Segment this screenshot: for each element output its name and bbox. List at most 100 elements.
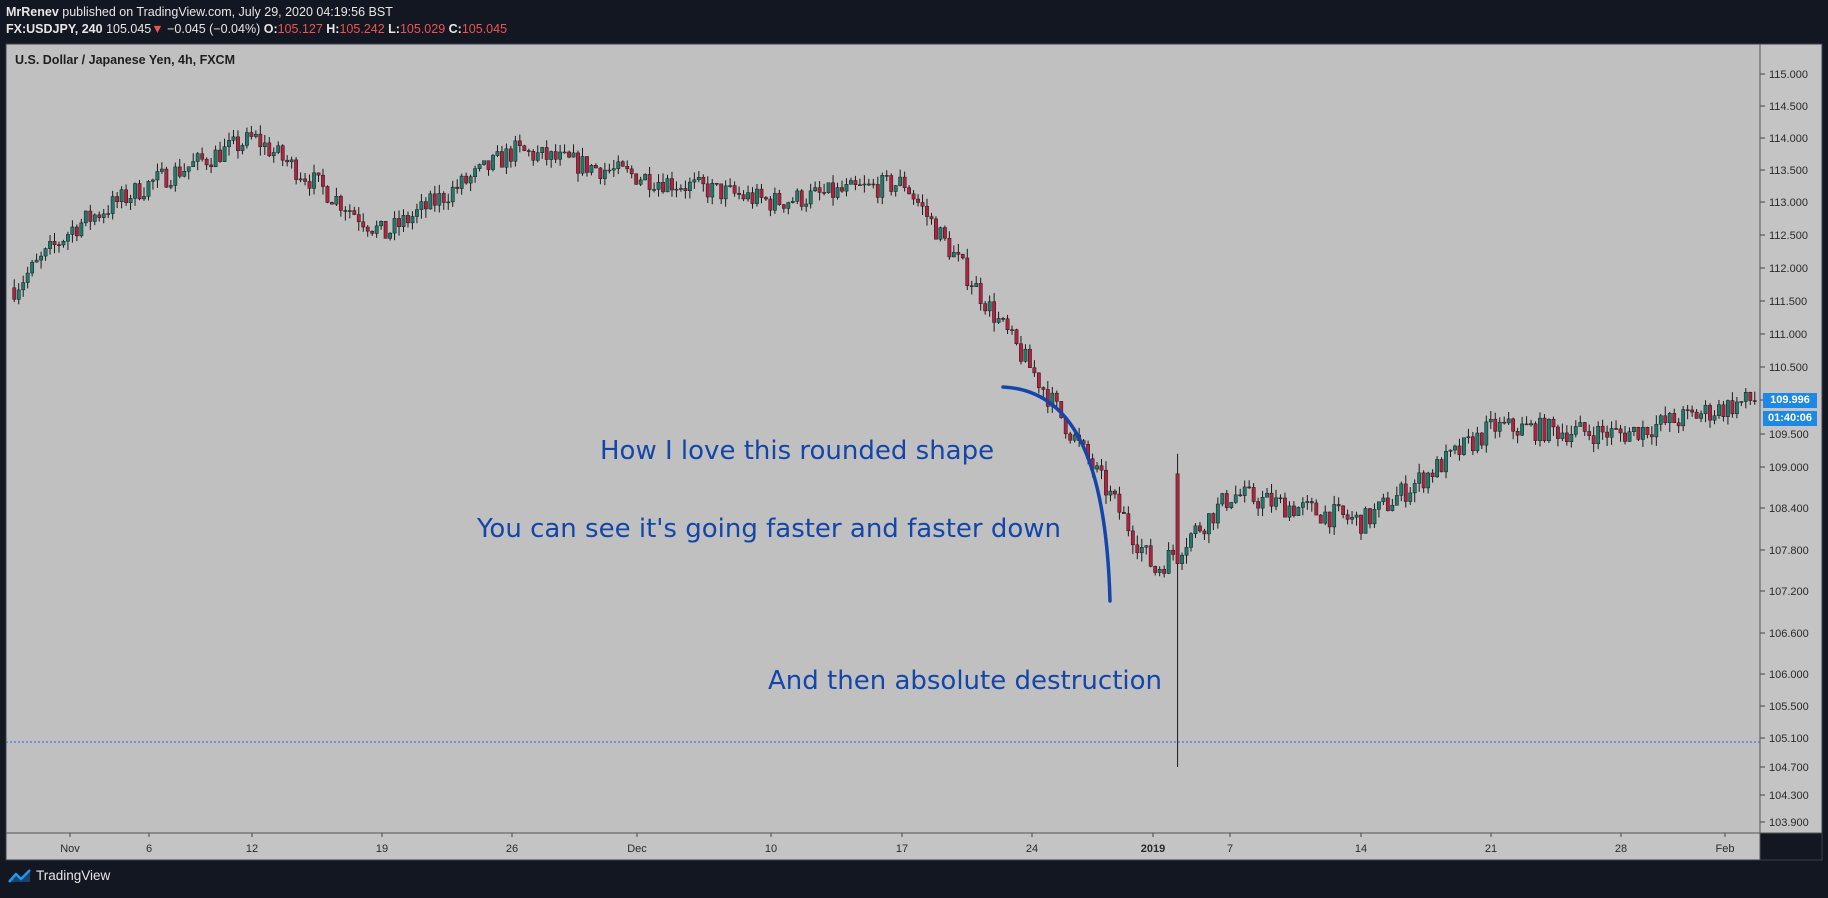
candle	[1148, 538, 1153, 568]
candle	[57, 241, 61, 253]
price-change: −0.045 (−0.04%)	[167, 22, 261, 36]
candle	[280, 144, 285, 167]
candle	[1587, 424, 1592, 441]
candle	[1708, 403, 1712, 428]
candle	[799, 189, 804, 211]
candle	[415, 203, 419, 224]
candle	[1072, 432, 1077, 443]
candle	[607, 163, 612, 174]
candle	[1287, 501, 1292, 521]
candle	[406, 211, 410, 228]
candle	[1350, 511, 1354, 525]
candle	[1511, 417, 1516, 440]
candle	[383, 220, 388, 239]
symbol-label[interactable]: FX:USDJPY, 240	[6, 22, 103, 36]
candle	[397, 210, 401, 236]
candle	[1658, 413, 1663, 432]
candle	[1520, 416, 1524, 437]
candle	[110, 190, 115, 220]
candle	[182, 163, 187, 178]
candle	[218, 141, 222, 163]
candle	[1242, 480, 1247, 503]
candle	[1296, 506, 1301, 516]
tradingview-logo-icon	[8, 868, 31, 883]
candle	[1269, 483, 1274, 513]
candle	[16, 283, 21, 305]
y-tick-label: 112.000	[1769, 263, 1808, 275]
candle	[549, 150, 554, 168]
candle	[186, 166, 191, 180]
candle	[1126, 506, 1131, 537]
candle	[670, 171, 674, 197]
candle	[759, 183, 764, 204]
candle	[849, 177, 853, 185]
candle	[652, 182, 656, 193]
candle	[902, 171, 907, 192]
candle	[526, 148, 531, 157]
candle	[1681, 406, 1686, 432]
last-price: 105.045	[106, 22, 152, 36]
candle	[1341, 505, 1346, 519]
candle	[1139, 538, 1144, 562]
x-tick-label: 19	[376, 843, 388, 855]
candle	[925, 198, 929, 226]
candle	[262, 135, 267, 155]
candle	[960, 253, 965, 260]
candle	[1694, 409, 1699, 419]
candle	[1180, 552, 1184, 571]
candle	[209, 158, 213, 174]
candle	[808, 183, 813, 209]
high-value: 105.242	[339, 22, 385, 36]
candle	[34, 253, 39, 263]
candle	[1274, 489, 1278, 511]
down-arrow-icon: ▼	[151, 22, 164, 36]
author-name[interactable]: MrRenev	[6, 5, 59, 19]
candle	[723, 180, 728, 207]
candle	[1260, 490, 1265, 517]
candle	[737, 186, 741, 200]
candle	[92, 213, 97, 226]
candle	[535, 145, 540, 163]
price-scale[interactable]	[1760, 44, 1822, 833]
candle	[1560, 423, 1565, 442]
candle	[951, 245, 956, 258]
candle	[1238, 488, 1243, 497]
footer-brand[interactable]: TradingView	[8, 868, 110, 883]
x-tick-label: 6	[146, 843, 152, 855]
candle	[1251, 483, 1256, 505]
candle	[347, 204, 352, 219]
candle	[1462, 437, 1466, 456]
candle	[969, 280, 974, 295]
candle	[1470, 432, 1475, 455]
candle	[1005, 314, 1010, 335]
candle	[746, 185, 750, 202]
candle	[1220, 492, 1225, 507]
candle	[1426, 471, 1431, 494]
candle	[1193, 523, 1198, 539]
candle	[1712, 410, 1717, 425]
candle	[231, 129, 236, 145]
candle	[826, 182, 831, 194]
candle	[298, 172, 303, 183]
candle	[1457, 438, 1462, 461]
candle	[1645, 426, 1650, 439]
candle	[249, 125, 254, 140]
candle	[509, 145, 513, 168]
candle	[392, 211, 397, 241]
candle	[70, 220, 75, 243]
candle	[459, 173, 464, 195]
time-scale[interactable]	[6, 833, 1760, 860]
candle	[1484, 415, 1489, 453]
candle	[504, 143, 509, 174]
candle	[1448, 449, 1453, 457]
high-label: H:	[326, 22, 340, 36]
x-tick-label: 24	[1026, 843, 1038, 855]
candle	[1667, 411, 1672, 433]
candle	[191, 153, 196, 167]
candle	[889, 173, 894, 196]
candle	[401, 209, 406, 232]
candle	[701, 174, 706, 192]
candle	[571, 144, 576, 158]
candle	[786, 201, 791, 215]
